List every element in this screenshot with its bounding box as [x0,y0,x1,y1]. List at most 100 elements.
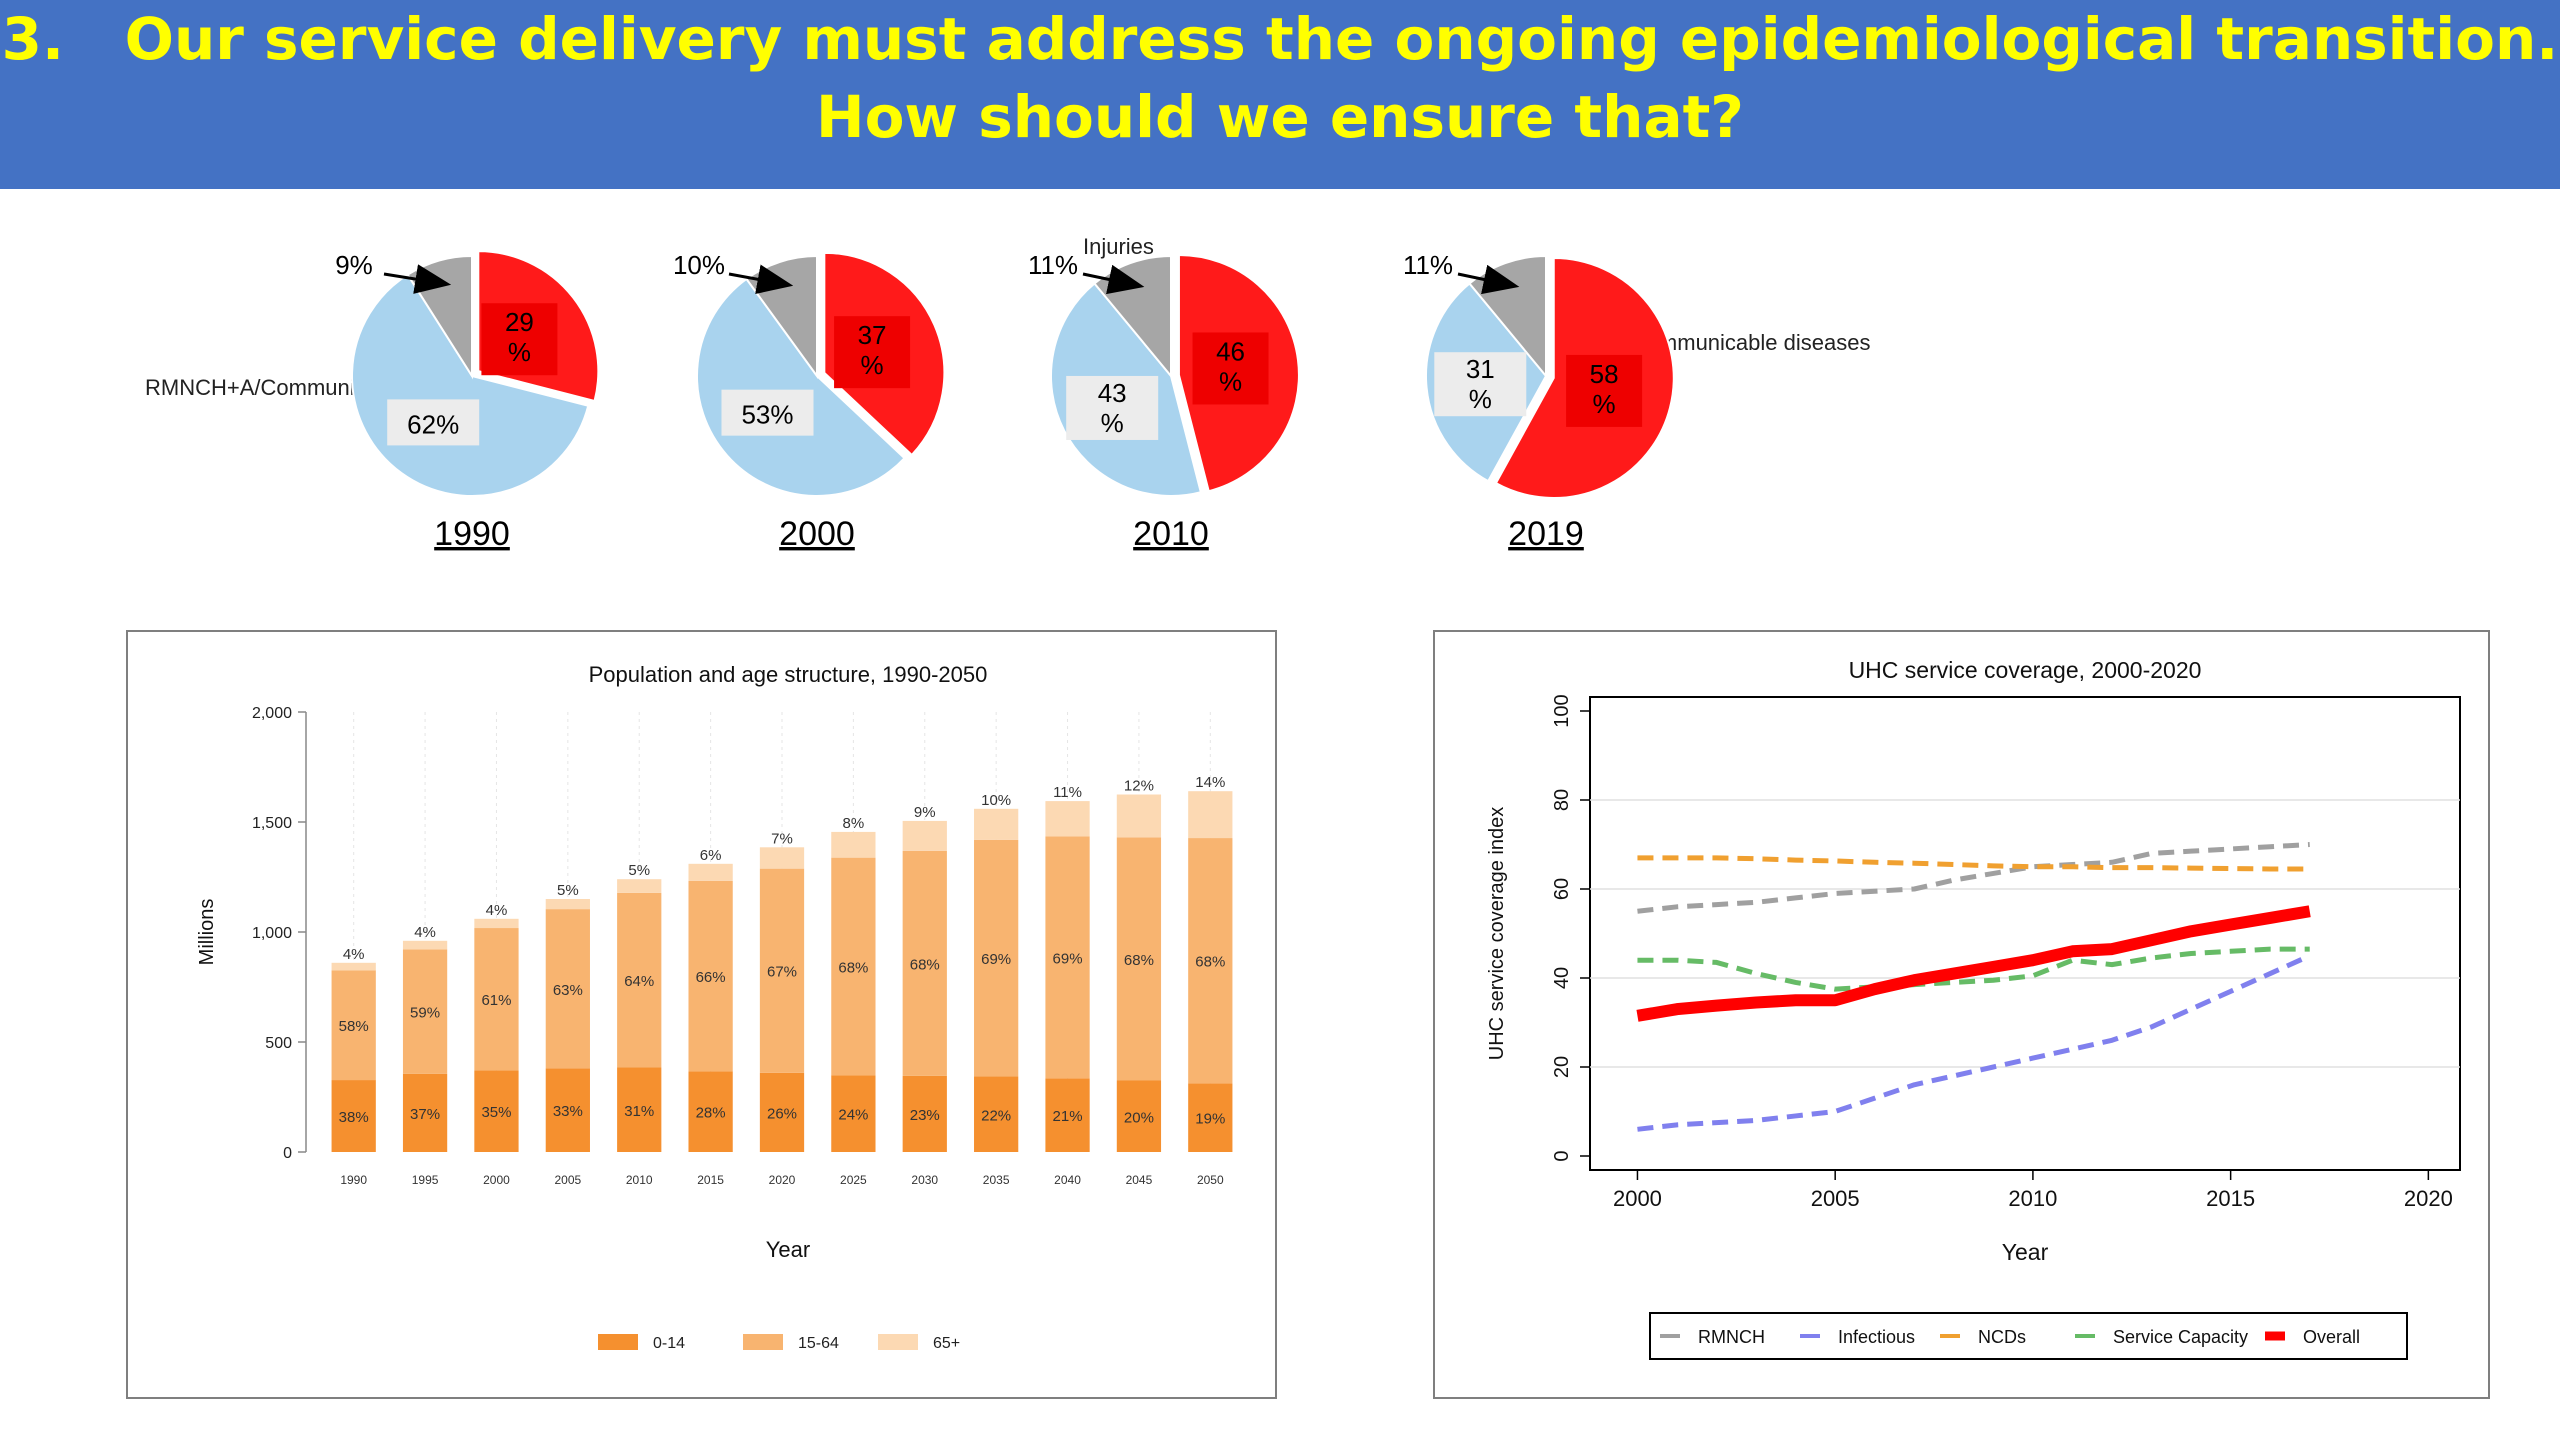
pie-year-label: 2019 [1508,515,1584,553]
y-axis-label: UHC service coverage index [1486,807,1508,1060]
pie-year-label: 2000 [779,515,855,553]
bar-segment-0-14 [974,1076,1019,1152]
bar-data-label: 69% [1053,950,1083,967]
bar-data-label: 66% [696,969,726,986]
injuries-annotation: Injuries [1083,234,1154,259]
slide-title-line-2: How should we ensure that? [816,83,1744,151]
bar-segment-0-14 [1188,1083,1233,1152]
bar-segment-65+ [402,940,448,950]
bar-data-label: 61% [481,992,511,1009]
bar-data-label: 68% [910,956,940,973]
bar-segment-65+ [831,831,876,858]
bar-segment-0-14 [1116,1080,1162,1152]
pie-year-label: 1990 [434,515,510,553]
bar-data-label: 10% [981,792,1011,809]
series-line-ncds [1637,855,2310,872]
chart-title: Population and age structure, 1990-2050 [589,662,988,687]
bar-segment-15-64 [331,970,376,1081]
bar-segment-0-14 [831,1075,876,1152]
x-axis-label: Year [2002,1239,2049,1265]
bar-segment-0-14 [759,1072,805,1152]
y-tick-label: 80 [1551,789,1573,811]
ncd-percent-label: 29% [505,307,534,367]
pie-slice-communicable [696,277,906,497]
bar-segment-15-64 [1188,838,1233,1084]
legend-label: Overall [2303,1327,2360,1347]
bar-segment-0-14 [331,1080,376,1152]
bar-segment-0-14 [402,1073,448,1152]
bar-data-label: 67% [767,964,797,981]
slide-header: 3. Our service delivery must address the… [0,0,2560,189]
y-tick-label: 1,500 [252,815,292,832]
series-line-rmnch [1637,842,2310,914]
x-tick-label: 2020 [2404,1186,2453,1211]
bar-data-label: 63% [553,982,583,999]
legend-swatch [878,1334,918,1350]
y-tick-label: 500 [265,1035,292,1052]
communicable-percent-label: 62% [407,409,459,439]
bar-data-label: 20% [1124,1109,1154,1126]
bar-data-label: 64% [624,973,654,990]
communicable-percent-label: 53% [741,400,793,430]
injuries-arrow [1457,264,1520,295]
bar-data-label: 8% [843,815,865,832]
bar-segment-15-64 [474,928,519,1071]
x-tick-label: 2025 [840,1173,867,1187]
legend-label: 0-14 [653,1335,685,1352]
legend-label: Infectious [1838,1327,1915,1347]
bar-segment-15-64 [688,880,733,1072]
x-tick-label: 1990 [340,1173,367,1187]
legend-label: NCDs [1978,1327,2026,1347]
x-tick-label: 2000 [1613,1186,1662,1211]
x-tick-label: 2005 [554,1173,581,1187]
bar-segment-0-14 [688,1071,733,1152]
bar-data-label: 59% [410,1005,440,1022]
bar-segment-65+ [474,918,519,929]
bar-segment-65+ [1116,794,1162,838]
bar-segment-15-64 [402,949,448,1074]
bar-segment-0-14 [545,1068,590,1152]
bar-data-label: 28% [696,1105,726,1122]
bar-data-label: 14% [1195,774,1225,791]
y-tick-label: 100 [1551,694,1573,727]
ncd-label-box [481,303,558,376]
communicable-label-box [721,389,814,436]
bar-segment-15-64 [1116,837,1162,1081]
y-tick-label: 20 [1551,1056,1573,1078]
bar-data-label: 33% [553,1103,583,1120]
uhc-chart-panel: UHC service coverage, 2000-2020 0 20 40 60 80… [1433,630,2490,1399]
bar-data-label: 19% [1195,1111,1225,1128]
bar-segment-65+ [331,962,376,971]
x-tick-label: 2050 [1197,1173,1224,1187]
bar-segment-65+ [1188,791,1233,839]
disease-burden-pies: RMNCH+A/Communicable Injuries Non-commun… [145,234,1870,553]
uhc-service-coverage-chart: UHC service coverage, 2000-2020 0 20 40 60 80… [1486,657,2461,1360]
bar-data-label: 35% [481,1104,511,1121]
y-tick-label: 0 [283,1145,292,1162]
x-tick-label: 2010 [626,1173,653,1187]
chart-title: UHC service coverage, 2000-2020 [1849,657,2202,683]
legend-label: 15-64 [798,1335,839,1352]
legend-label: Service Capacity [2113,1327,2248,1347]
population-age-structure-chart: Population and age structure, 1990-2050 0… [196,662,1233,1352]
bar-segment-65+ [545,899,590,910]
bar-segment-15-64 [974,839,1019,1077]
series-line-overall [1636,905,2311,1022]
bar-segment-65+ [902,820,947,851]
injuries-percent-label: 9% [335,250,373,280]
communicable-percent-label: 31% [1466,354,1495,414]
bar-data-label: 31% [624,1103,654,1120]
bar-segment-65+ [759,847,805,869]
population-chart-panel: Population and age structure, 1990-2050 0… [126,630,1277,1399]
y-tick-label: 60 [1551,878,1573,900]
bar-data-label: 4% [343,946,365,963]
communicable-label-box [1434,352,1527,417]
series-line-infectious [1637,953,2311,1132]
ncd-label-box [1192,332,1269,405]
bar-data-label: 7% [771,830,793,847]
bar-segment-65+ [974,808,1019,840]
bar-data-label: 5% [557,882,579,899]
x-tick-label: 2000 [483,1173,510,1187]
legend-label: 65+ [933,1335,960,1352]
series-line-service-capacity [1637,946,2310,992]
